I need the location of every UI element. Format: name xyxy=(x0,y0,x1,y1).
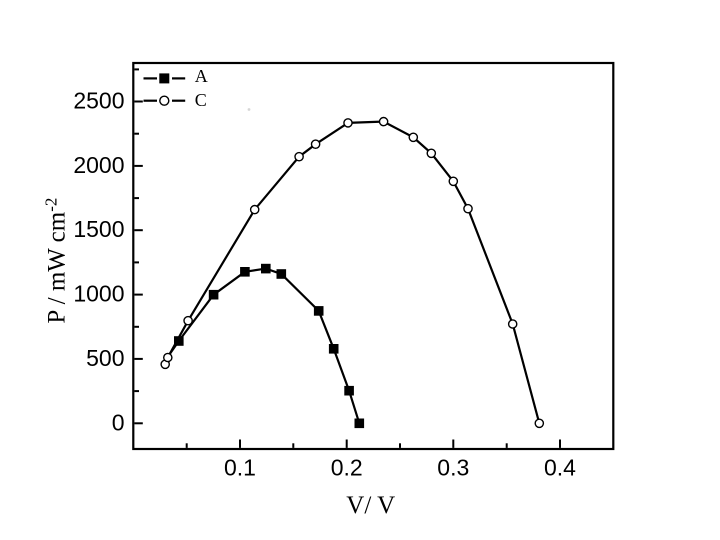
svg-text:0.4: 0.4 xyxy=(544,455,576,481)
svg-text:0.3: 0.3 xyxy=(437,455,469,481)
svg-text:P / mW cm-2: P / mW cm-2 xyxy=(42,198,71,324)
svg-text:1500: 1500 xyxy=(73,216,124,242)
svg-text:500: 500 xyxy=(86,345,124,371)
svg-text:C: C xyxy=(195,90,207,110)
svg-text:V/ V: V/ V xyxy=(346,492,395,519)
svg-text:A: A xyxy=(195,66,208,86)
svg-text:0: 0 xyxy=(112,409,125,435)
svg-text:0.1: 0.1 xyxy=(224,455,256,481)
svg-text:2500: 2500 xyxy=(73,88,124,114)
svg-text:2000: 2000 xyxy=(73,152,124,178)
svg-text:0.2: 0.2 xyxy=(331,455,363,481)
svg-text:1000: 1000 xyxy=(73,281,124,307)
